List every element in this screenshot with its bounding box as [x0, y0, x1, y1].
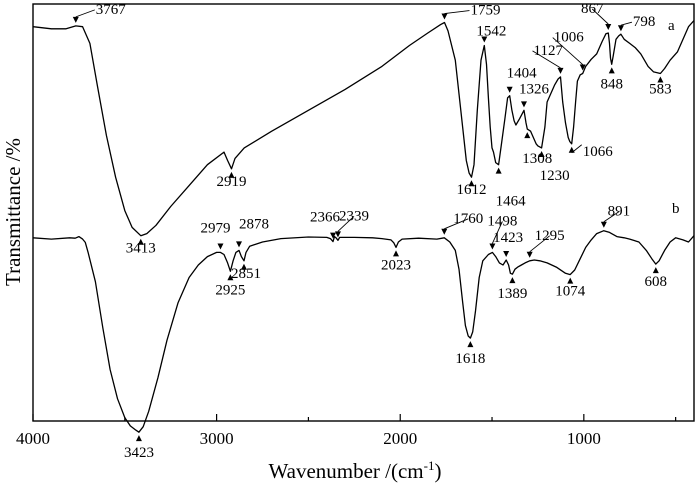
spectrum-line-a — [32, 20, 695, 237]
peak-marker — [441, 228, 448, 235]
peak-marker — [392, 250, 399, 257]
peak-marker — [334, 231, 341, 238]
peak-marker — [605, 23, 612, 30]
peak-label: 867 — [581, 1, 604, 17]
peak-label: 1308 — [522, 151, 552, 167]
peak-label: 3767 — [96, 2, 127, 18]
series-labels: ab — [668, 18, 680, 217]
peak-label: 1295 — [535, 228, 565, 244]
peak-leader — [337, 215, 355, 232]
x-axis-title: Wavenumber /(cm-1) — [268, 458, 441, 483]
peak-marker — [567, 277, 574, 284]
peak-marker — [489, 243, 496, 250]
peak-label: 1759 — [470, 3, 500, 19]
peak-label: 1464 — [496, 194, 527, 210]
peak-marker — [503, 250, 510, 257]
peak-marker — [657, 76, 664, 83]
peak-label: 1542 — [476, 24, 506, 40]
peak-label: 1326 — [519, 81, 550, 97]
peak-marker — [652, 267, 659, 274]
peak-label: 1074 — [555, 284, 586, 300]
peak-marker — [228, 171, 235, 178]
peak-label: 1618 — [455, 351, 485, 367]
peak-label: 2339 — [339, 208, 369, 224]
peak-marker — [467, 341, 474, 348]
peak-marker — [520, 101, 527, 108]
peak-marker — [137, 238, 144, 245]
peak-label: 1006 — [554, 30, 585, 46]
peak-marker — [600, 221, 607, 228]
peak-label: 1389 — [497, 286, 527, 302]
peak-label: 891 — [608, 204, 631, 220]
peak-leader — [532, 50, 561, 69]
peak-label: 2878 — [239, 216, 269, 232]
peak-leader — [444, 218, 469, 230]
peak-marker — [506, 86, 513, 93]
peak-marker — [72, 16, 79, 23]
peak-marker — [526, 251, 533, 258]
peak-marker — [568, 146, 575, 153]
spectra-lines — [32, 20, 695, 433]
peak-label: 1498 — [487, 213, 517, 229]
peak-marker — [495, 167, 502, 174]
peak-label: 2023 — [381, 257, 411, 273]
peak-leader — [603, 211, 620, 223]
peak-label: 1066 — [583, 144, 614, 160]
peak-leader — [491, 221, 503, 244]
peak-marker — [608, 67, 615, 74]
peak-leader — [620, 21, 633, 26]
peak-marker — [579, 64, 586, 71]
peak-label: 848 — [600, 76, 623, 92]
peak-marker — [441, 13, 448, 20]
peak-marker — [509, 277, 516, 284]
peak-label: 608 — [645, 274, 668, 290]
peak-marker — [330, 232, 337, 239]
peak-label: 3423 — [124, 445, 154, 461]
series-label-b: b — [672, 201, 680, 217]
peak-label: 798 — [633, 14, 656, 30]
x-tick-label: 3000 — [200, 429, 234, 448]
x-tick-label: 4000 — [16, 429, 50, 448]
peak-label: 1127 — [534, 43, 564, 59]
peak-marker — [481, 36, 488, 43]
series-label-a: a — [668, 18, 675, 34]
peak-label: 1404 — [507, 66, 537, 82]
plot-frame — [32, 3, 695, 422]
peak-marker — [217, 243, 224, 250]
peak-leader — [552, 37, 584, 65]
peak-label: 2851 — [231, 266, 261, 282]
peak-marker — [524, 132, 531, 139]
peak-label: 1230 — [540, 168, 570, 184]
peak-label: 1760 — [453, 211, 483, 227]
peak-marker — [468, 180, 475, 187]
peak-leader — [444, 10, 470, 14]
peak-marker — [240, 263, 247, 270]
peak-marker — [538, 150, 545, 157]
peak-label: 583 — [649, 82, 672, 98]
peak-label: 1612 — [456, 182, 486, 198]
peak-label: 2979 — [200, 220, 230, 236]
peak-marker — [617, 25, 624, 32]
peak-marker — [227, 274, 234, 281]
peak-label: 1423 — [493, 230, 523, 246]
peak-label: 2925 — [215, 282, 245, 298]
peak-marker — [135, 435, 142, 442]
peak-leader — [529, 235, 550, 253]
peak-leader — [591, 8, 609, 25]
peak-marker — [557, 67, 564, 74]
y-axis-title: Transmittance /% — [1, 138, 25, 286]
x-tick-label: 1000 — [567, 429, 601, 448]
peak-label: 3413 — [126, 241, 156, 257]
x-axis-ticks: 4000 3000 2000 1000 — [16, 414, 677, 448]
x-tick-label: 2000 — [383, 429, 417, 448]
peak-leader — [571, 144, 582, 154]
peak-leader — [75, 9, 95, 18]
peak-label: 2366 — [310, 210, 341, 226]
peak-label: 2919 — [216, 174, 246, 190]
spectrum-line-b — [32, 230, 695, 433]
peak-marker — [236, 241, 243, 248]
